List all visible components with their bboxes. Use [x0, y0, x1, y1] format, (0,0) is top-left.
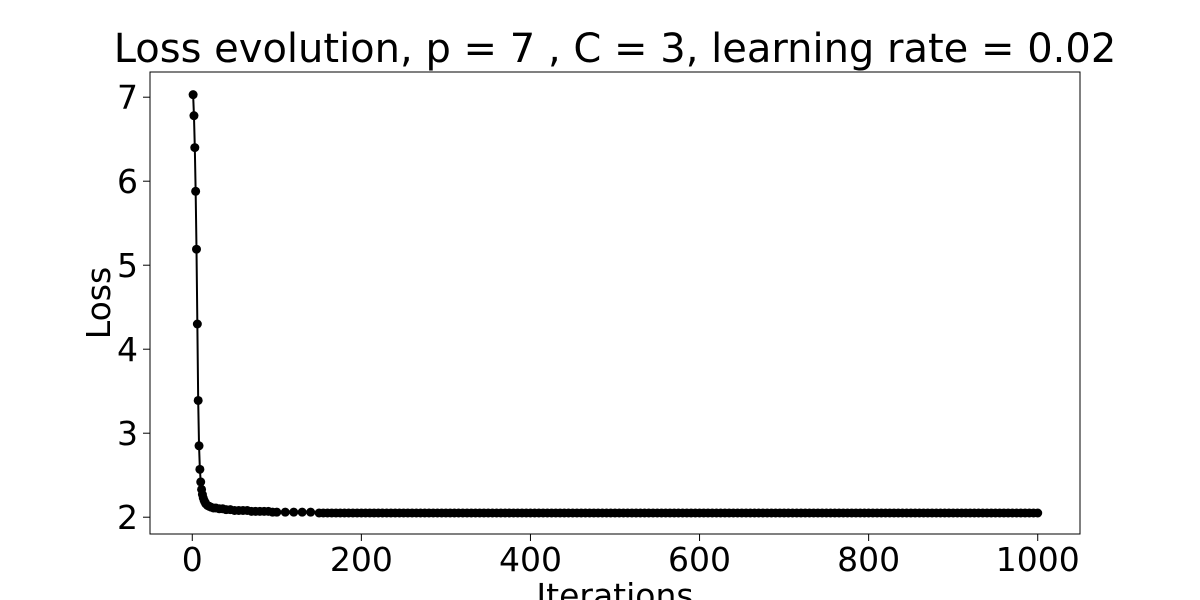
- y-tick-label: 6: [117, 162, 138, 201]
- loss-point: [289, 507, 299, 517]
- loss-point: [192, 319, 202, 329]
- y-axis-ticks: 2 3 4 5 6 7: [117, 78, 150, 537]
- loss-point: [190, 143, 200, 153]
- x-axis-label: Iterations: [536, 576, 693, 600]
- y-axis-label: Loss: [79, 267, 118, 339]
- loss-point: [189, 111, 199, 121]
- loss-point: [306, 507, 316, 517]
- loss-point: [196, 477, 206, 487]
- chart-title: Loss evolution, p = 7 , C = 3, learning …: [114, 26, 1117, 72]
- loss-point: [280, 507, 290, 517]
- loss-point: [194, 441, 204, 451]
- plot-area: [149, 71, 1081, 535]
- y-tick-label: 3: [117, 414, 138, 453]
- loss-point: [188, 90, 198, 100]
- x-tick-label: 1000: [996, 540, 1080, 579]
- loss-point: [195, 464, 205, 474]
- y-tick-label: 4: [117, 330, 138, 369]
- y-tick-label: 7: [117, 78, 138, 117]
- loss-point: [1033, 508, 1043, 518]
- loss-point: [297, 507, 307, 517]
- loss-point: [272, 507, 282, 517]
- x-tick-label: 200: [330, 540, 393, 579]
- y-tick-label: 5: [117, 246, 138, 285]
- y-tick-label: 2: [117, 498, 138, 537]
- loss-point: [192, 244, 201, 254]
- x-tick-label: 600: [668, 540, 731, 579]
- x-axis-ticks: 0 200 400 600 800 1000: [182, 534, 1080, 579]
- x-tick-label: 800: [837, 540, 900, 579]
- x-tick-label: 400: [499, 540, 562, 579]
- loss-series: [188, 90, 1043, 518]
- x-tick-label: 0: [182, 540, 203, 579]
- loss-point: [191, 186, 201, 196]
- loss-point: [193, 395, 203, 405]
